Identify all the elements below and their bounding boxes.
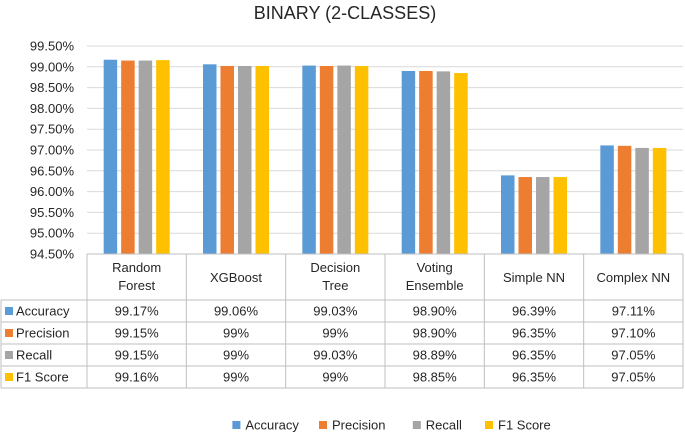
data-label: 99.15% [115,326,160,341]
data-label: 96.35% [512,370,557,385]
legend-label: F1 Score [498,418,551,433]
y-tick-label: 96.50% [30,163,75,178]
category-label: XGBoost [210,270,262,285]
category-label: Decision [310,260,360,275]
bar-accuracy [203,64,217,254]
data-label: 99.06% [214,304,259,319]
data-label: 96.35% [512,326,557,341]
y-tick-label: 96.00% [30,184,75,199]
data-label: 98.89% [413,348,458,363]
data-label: 97.10% [611,326,656,341]
data-label: 99% [322,326,348,341]
table-legend-swatch [5,307,13,315]
data-label: 98.90% [413,326,458,341]
data-label: 98.85% [413,370,458,385]
bar-recall [138,60,153,255]
bar-precision [518,177,532,254]
data-label: 99.16% [115,370,160,385]
bar-precision [220,65,234,254]
legend-swatch [319,421,327,429]
y-tick-label: 95.00% [30,226,75,241]
y-tick-label: 98.00% [30,101,75,116]
table-legend-swatch [5,329,13,337]
category-label: Simple NN [503,270,565,285]
table-legend-swatch [5,351,13,359]
category-label: Ensemble [406,278,464,293]
data-label: 99.03% [313,304,358,319]
bar-accuracy [600,145,614,254]
bar-accuracy [401,70,416,255]
legend-swatch [232,421,241,429]
bar-recall [337,65,351,254]
category-label: Tree [322,278,348,293]
bars [103,59,667,255]
data-label: 97.05% [611,370,656,385]
bar-f1-score [553,177,567,254]
data-label: 99.17% [115,304,160,319]
legend-swatch [412,421,421,429]
legend-label: Precision [332,418,385,433]
category-label: Voting [417,260,453,275]
data-label: 98.90% [413,304,458,319]
bar-precision [121,60,135,255]
bar-f1-score [454,73,468,254]
legend-swatch [485,421,493,429]
category-label: Random [112,260,161,275]
bar-precision [617,145,632,254]
y-tick-label: 94.50% [30,247,75,262]
bar-accuracy [103,59,118,255]
bar-f1-score [156,60,170,255]
data-label: 99% [223,348,249,363]
bar-recall [436,71,451,254]
legend: Accuracy Precision Recall F1 Score [232,418,551,433]
y-tick-label: 97.00% [30,143,75,158]
table-legend-swatch [5,373,13,381]
gridlines [87,45,683,255]
legend-label: Recall [426,418,462,433]
data-label: 99% [223,326,249,341]
chart-title: BINARY (2-CLASSES) [254,3,436,23]
data-label: 97.05% [611,348,656,363]
y-tick-label: 97.50% [30,122,75,137]
bar-f1-score [354,65,369,254]
data-table: Random Forest XGBoost Decision Tree Voting Ens… [0,253,684,389]
data-label: 96.35% [512,348,557,363]
data-label: 99.15% [115,348,160,363]
data-label: 99.03% [313,348,358,363]
bar-f1-score [255,65,269,254]
data-label: 96.39% [512,304,557,319]
bar-recall [536,177,550,254]
table-series-name: Recall [16,348,52,363]
y-tick-label: 99.50% [30,39,75,54]
table-series-name: F1 Score [16,370,69,385]
bar-recall [635,147,649,254]
y-axis: 94.50% 95.00% 95.50% 96.00% 96.50% 97.00% 97.5… [30,39,75,262]
data-label: 97.11% [612,304,656,319]
category-label: Forest [118,278,155,293]
y-tick-label: 98.50% [30,80,75,95]
table-series-name: Precision [16,326,69,341]
bar-precision [319,65,334,254]
category-label: Complex NN [596,270,670,285]
bar-accuracy [302,65,316,254]
y-tick-label: 99.00% [30,59,75,74]
bar-accuracy [501,175,515,254]
y-tick-label: 95.50% [30,205,75,220]
data-label: 99% [322,370,348,385]
table-series-name: Accuracy [16,304,70,319]
bar-recall [238,65,252,254]
bar-f1-score [652,147,667,254]
legend-label: Accuracy [245,418,299,433]
bar-precision [419,70,433,255]
data-label: 99% [223,370,249,385]
